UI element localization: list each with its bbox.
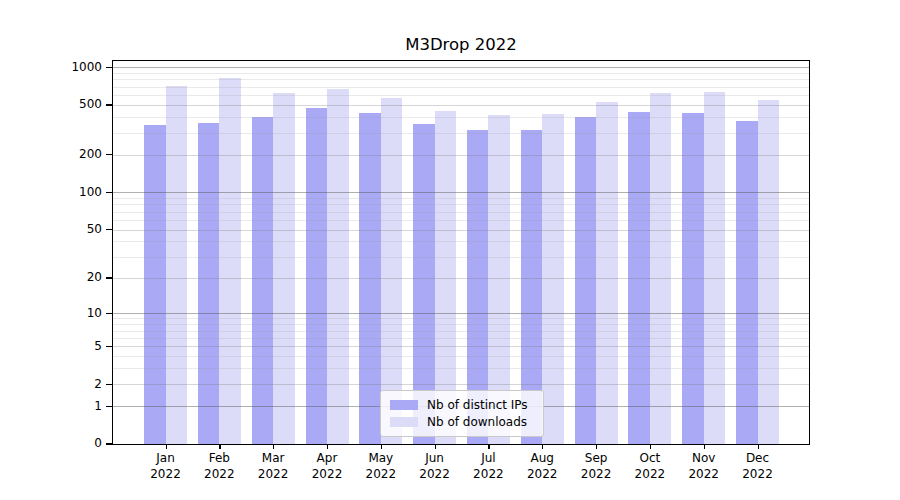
x-tick <box>273 445 274 449</box>
x-tick <box>219 445 220 449</box>
y-tick-label-1: 1 <box>40 399 102 414</box>
gridline <box>113 73 809 74</box>
gridline <box>113 331 809 332</box>
bar-sep-distinct-ips <box>575 117 597 444</box>
gridline <box>113 67 809 68</box>
x-tick-label-oct: Oct2022 <box>635 451 666 482</box>
gridline <box>113 313 809 314</box>
gridline <box>113 338 809 339</box>
x-tick <box>381 445 382 449</box>
y-tick <box>106 384 112 385</box>
y-tick <box>106 229 112 230</box>
y-tick-label-1000: 1000 <box>40 60 102 75</box>
bar-apr-downloads <box>327 89 349 444</box>
y-tick-label-10: 10 <box>40 306 102 321</box>
x-tick <box>166 445 167 449</box>
y-tick <box>106 154 112 155</box>
legend-label-distinct-ips: Nb of distinct IPs <box>427 398 528 412</box>
x-tick <box>327 445 328 449</box>
legend-label-downloads: Nb of downloads <box>427 415 527 429</box>
gridline <box>113 204 809 205</box>
gridline <box>113 95 809 96</box>
x-tick-label-jun: Jun2022 <box>419 451 450 482</box>
y-tick-label-20: 20 <box>40 270 102 285</box>
bar-nov-downloads <box>704 92 726 444</box>
gridline <box>113 318 809 319</box>
legend-row-downloads: Nb of downloads <box>390 415 534 429</box>
gridline <box>113 324 809 325</box>
y-tick-label-0: 0 <box>40 436 102 451</box>
chart-title: M3Drop 2022 <box>112 35 810 54</box>
x-tick <box>596 445 597 449</box>
bar-jan-downloads <box>166 86 188 444</box>
gridline <box>113 117 809 118</box>
gridline <box>113 384 809 385</box>
y-tick-label-50: 50 <box>40 222 102 237</box>
gridline <box>113 356 809 357</box>
gridline <box>113 155 809 156</box>
gridline <box>113 198 809 199</box>
y-tick <box>106 346 112 347</box>
x-tick-label-dec: Dec2022 <box>742 451 773 482</box>
y-tick <box>106 67 112 68</box>
x-tick-label-nov: Nov2022 <box>688 451 719 482</box>
x-tick <box>650 445 651 449</box>
gridline <box>113 368 809 369</box>
legend: Nb of distinct IPs Nb of downloads <box>380 390 544 437</box>
gridline <box>113 346 809 347</box>
x-tick <box>435 445 436 449</box>
bar-mar-downloads <box>273 93 295 444</box>
gridline <box>113 192 809 193</box>
y-tick-label-5: 5 <box>40 339 102 354</box>
gridline <box>113 278 809 279</box>
gridline <box>113 105 809 106</box>
y-tick <box>106 313 112 314</box>
bar-apr-distinct-ips <box>306 108 328 444</box>
y-tick-label-500: 500 <box>40 97 102 112</box>
x-tick-label-aug: Aug2022 <box>527 451 558 482</box>
x-tick <box>542 445 543 449</box>
figure: M3Drop 2022 Nb of distinct IPs Nb of dow… <box>0 0 900 500</box>
y-tick <box>106 104 112 105</box>
plot-area <box>112 60 810 445</box>
legend-swatch-distinct-ips <box>390 400 418 410</box>
y-tick <box>106 277 112 278</box>
gridline <box>113 220 809 221</box>
bar-dec-distinct-ips <box>736 121 758 444</box>
x-tick-label-jul: Jul2022 <box>473 451 504 482</box>
bar-oct-downloads <box>650 93 672 444</box>
gridline <box>113 257 809 258</box>
x-tick <box>704 445 705 449</box>
y-tick-label-200: 200 <box>40 147 102 162</box>
x-tick-label-sep: Sep2022 <box>581 451 612 482</box>
bar-dec-downloads <box>758 100 780 444</box>
gridline <box>113 230 809 231</box>
y-tick-label-2: 2 <box>40 377 102 392</box>
bar-aug-downloads <box>542 114 564 444</box>
bar-sep-downloads <box>596 102 618 444</box>
x-tick-label-jan: Jan2022 <box>150 451 181 482</box>
legend-row-distinct-ips: Nb of distinct IPs <box>390 398 534 412</box>
x-tick <box>488 445 489 449</box>
gridline <box>113 133 809 134</box>
gridline <box>113 87 809 88</box>
x-tick-label-may: May2022 <box>366 451 397 482</box>
x-tick-label-apr: Apr2022 <box>312 451 343 482</box>
x-tick-label-feb: Feb2022 <box>204 451 235 482</box>
legend-swatch-downloads <box>390 417 418 427</box>
x-tick-label-mar: Mar2022 <box>258 451 289 482</box>
gridline <box>113 212 809 213</box>
gridline <box>113 241 809 242</box>
bar-jan-distinct-ips <box>144 125 166 444</box>
y-tick-label-100: 100 <box>40 185 102 200</box>
y-tick <box>106 406 112 407</box>
gridline <box>113 79 809 80</box>
bar-mar-distinct-ips <box>252 117 274 444</box>
bar-feb-distinct-ips <box>198 123 220 445</box>
x-tick <box>758 445 759 449</box>
y-tick <box>106 192 112 193</box>
y-tick <box>106 443 112 444</box>
